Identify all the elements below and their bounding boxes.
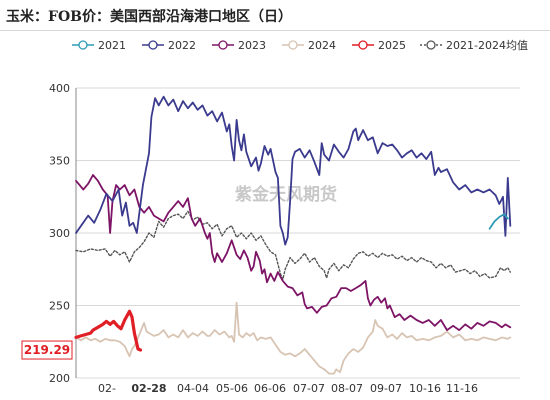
- x-tick-label: 05-06: [216, 382, 248, 395]
- legend-label: 2024: [308, 39, 336, 52]
- last-value-box: [21, 340, 73, 360]
- series-line-2021-2024均值: [75, 210, 511, 281]
- y-tick-label: 200: [49, 372, 70, 385]
- watermark: 紫金天风期货: [235, 184, 337, 205]
- legend-marker-2024: [288, 40, 298, 50]
- legend-label: 2022: [168, 39, 196, 52]
- y-tick-label: 250: [49, 300, 70, 313]
- title-divider: [0, 30, 550, 31]
- legend-marker-2021: [78, 40, 88, 50]
- x-tick-label: 02-28: [131, 382, 166, 395]
- legend-marker-2025: [358, 40, 368, 50]
- x-tick-label: 11-16: [446, 382, 478, 395]
- series-line-2021: [488, 213, 509, 230]
- legend-marker-2023: [218, 40, 228, 50]
- x-tick-label: 04-04: [177, 382, 209, 395]
- y-tick-label: 350: [49, 155, 70, 168]
- legend-label: 2021: [98, 39, 126, 52]
- legend-marker-2021-2024均值: [426, 40, 436, 50]
- legend-marker-2022: [148, 40, 158, 50]
- x-tick-label: 02-: [98, 382, 116, 395]
- chart-title: 玉米：FOB价：美国西部沿海港口地区（日）: [6, 9, 292, 25]
- y-tick-label: 400: [49, 82, 70, 95]
- x-tick-label: 07-07: [293, 382, 325, 395]
- series-line-2023: [75, 174, 512, 332]
- y-tick-label: 300: [49, 227, 70, 240]
- series-line-2022: [75, 95, 512, 246]
- last-value-label: 219.29: [24, 343, 70, 357]
- legend-label: 2021-2024均值: [446, 39, 528, 52]
- x-tick-label: 06-06: [254, 382, 286, 395]
- series-line-2025: [74, 309, 143, 352]
- series-line-2024: [75, 301, 512, 375]
- x-tick-label: 10-16: [409, 382, 441, 395]
- legend-label: 2025: [378, 39, 406, 52]
- legend-label: 2023: [238, 39, 266, 52]
- x-tick-label: 09-07: [370, 382, 402, 395]
- x-tick-label: 08-07: [331, 382, 363, 395]
